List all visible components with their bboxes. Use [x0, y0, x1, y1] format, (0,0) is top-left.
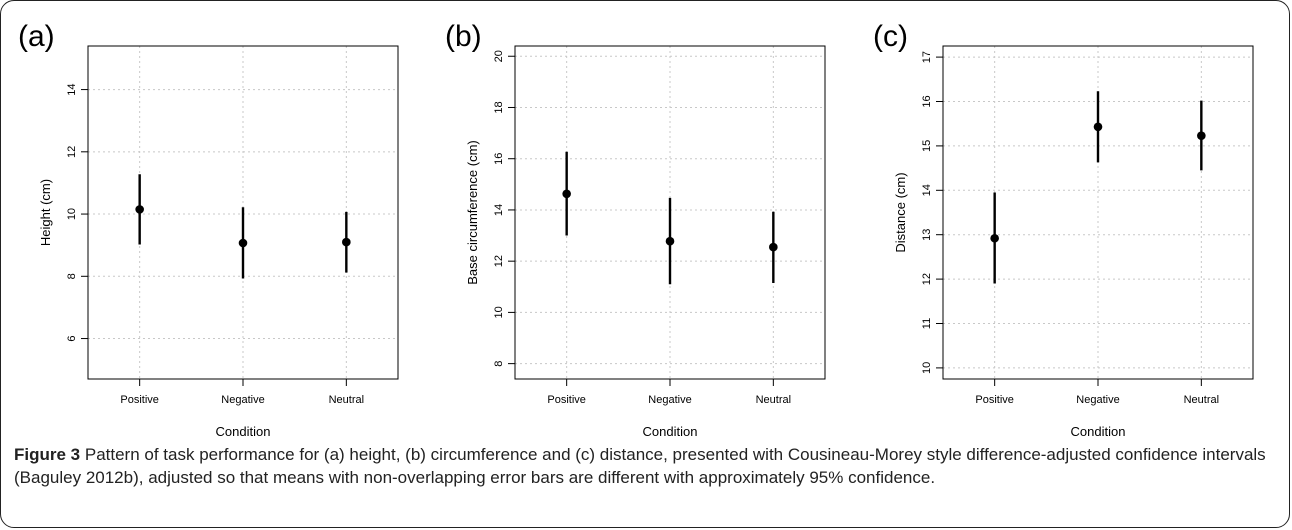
y-tick-label: 18 [493, 101, 505, 113]
data-point [342, 237, 351, 247]
data-point [1093, 122, 1103, 132]
data-point [562, 189, 571, 199]
caption-text: Pattern of task performance for (a) heig… [14, 445, 1266, 487]
x-tick-label: Positive [547, 394, 586, 406]
data-point [1197, 131, 1206, 140]
x-tick-label: Negative [1076, 394, 1119, 406]
x-tick-label: Negative [648, 394, 691, 406]
y-tick-label: 14 [921, 184, 933, 196]
y-tick-label: 10 [66, 208, 78, 220]
data-point [238, 238, 248, 248]
y-tick-label: 10 [493, 306, 505, 318]
y-tick-label: 12 [921, 273, 933, 285]
chart-b: 8 10 12 14 16 18 20 Positive Negative Neutral Cond… [465, 45, 826, 439]
figure-caption: Figure 3 Pattern of task performance for… [14, 443, 1276, 489]
chart-c: 10 11 12 13 14 15 16 17 Positive Negative Neutral C… [893, 45, 1254, 439]
caption-label: Figure 3 [14, 445, 81, 464]
data-point [990, 233, 999, 243]
x-tick-label: Positive [975, 394, 1014, 406]
x-axis-title: Condition [1071, 424, 1126, 439]
y-tick-label: 8 [493, 361, 505, 367]
panel-label: (c) [873, 20, 908, 53]
chart-a: 6 8 10 12 14 Positive Negative Neutral Condition… [38, 45, 399, 439]
x-tick-label: Neutral [756, 394, 791, 406]
y-tick-label: 20 [493, 50, 505, 62]
chart-panel-b: (b) 8 10 12 14 16 18 20 Positive Negative Neutral… [445, 20, 845, 440]
data-point [769, 242, 778, 252]
y-tick-label: 10 [921, 362, 933, 374]
y-tick-label: 11 [921, 318, 933, 329]
y-tick-label: 14 [66, 83, 78, 95]
y-axis-title: Base circumference (cm) [465, 140, 480, 284]
y-tick-label: 13 [921, 229, 933, 241]
y-tick-label: 6 [66, 335, 78, 341]
y-axis-title: Distance (cm) [893, 172, 908, 252]
chart-panel-a: (a) 6 8 10 12 14 Positive Negative Neutral Condi… [18, 20, 418, 440]
y-tick-label: 16 [493, 153, 505, 165]
x-axis-title: Condition [216, 424, 271, 439]
data-point [135, 205, 144, 214]
y-axis-title: Height (cm) [38, 179, 53, 246]
x-tick-label: Positive [120, 394, 159, 406]
panel-label: (a) [18, 20, 55, 53]
y-tick-label: 12 [493, 255, 505, 267]
y-tick-label: 12 [66, 146, 78, 158]
y-tick-label: 16 [921, 95, 933, 107]
y-tick-label: 17 [921, 51, 933, 63]
x-tick-label: Neutral [329, 394, 364, 406]
chart-panel-c: (c) 10 11 12 13 14 15 16 17 Positive Negative Neut… [873, 20, 1273, 440]
data-point [665, 236, 675, 246]
x-tick-label: Negative [221, 394, 264, 406]
x-axis-title: Condition [643, 424, 698, 439]
panel-label: (b) [445, 20, 482, 53]
y-tick-label: 14 [493, 204, 505, 216]
x-tick-label: Neutral [1184, 394, 1219, 406]
y-tick-label: 15 [921, 140, 933, 152]
y-tick-label: 8 [66, 273, 78, 279]
